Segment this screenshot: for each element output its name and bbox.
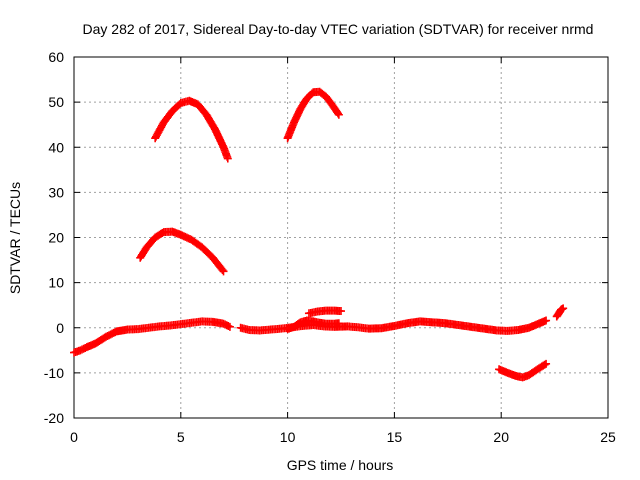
y-tick-label: 0 — [56, 320, 64, 336]
y-tick-label: 60 — [48, 49, 64, 65]
series-arc-mid — [136, 227, 228, 276]
data-point — [219, 267, 228, 276]
y-tick-label: 10 — [48, 275, 64, 291]
series-arc-negative — [495, 359, 551, 382]
y-tick-label: 40 — [48, 139, 64, 155]
series-arc-upper-1 — [151, 96, 232, 163]
data-point — [540, 360, 549, 369]
x-tick-label: 10 — [280, 429, 296, 445]
series-arc-upper-2 — [283, 87, 343, 143]
x-axis-label: GPS time / hours — [287, 457, 394, 473]
x-tick-label: 0 — [70, 429, 78, 445]
axis-ticks: 0 5 10 15 20 25 -20 -10 0 10 20 30 40 50 60 — [44, 49, 616, 445]
y-tick-label: 20 — [48, 230, 64, 246]
data-point — [225, 322, 234, 331]
data-point — [334, 110, 343, 119]
data-point — [218, 265, 227, 274]
x-tick-label: 25 — [600, 429, 616, 445]
series-spread-2 — [304, 306, 345, 318]
x-tick-label: 20 — [493, 429, 509, 445]
data-point — [334, 319, 343, 328]
data-point — [333, 109, 342, 118]
y-tick-label: 50 — [48, 94, 64, 110]
y-tick-label: 30 — [48, 184, 64, 200]
y-axis-label: SDTVAR / TECUs — [7, 182, 23, 294]
x-tick-label: 5 — [177, 429, 185, 445]
x-tick-label: 15 — [387, 429, 403, 445]
y-tick-label: -10 — [44, 365, 64, 381]
data-point — [542, 359, 551, 368]
data-point — [223, 154, 232, 163]
series-baseline-1 — [70, 317, 234, 357]
series-tail — [552, 304, 568, 321]
data-point — [559, 304, 568, 313]
y-tick-label: -20 — [44, 410, 64, 426]
data-point — [337, 307, 345, 316]
chart-title: Day 282 of 2017, Sidereal Day-to-day VTE… — [83, 21, 594, 37]
data-series — [70, 87, 568, 382]
data-point — [542, 316, 551, 325]
series-baseline-2 — [236, 316, 551, 335]
series-spread-1 — [283, 316, 343, 334]
